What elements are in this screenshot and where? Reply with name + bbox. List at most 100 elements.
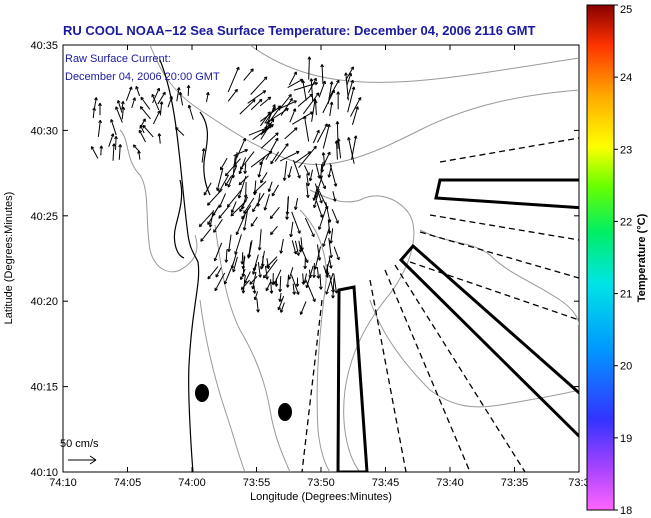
current-vector-arrow: [213, 242, 223, 262]
current-vector-arrow: [227, 88, 238, 102]
current-vector-arrow: [304, 217, 315, 238]
current-vector-arrow: [252, 264, 258, 275]
current-vector-arrow: [277, 295, 285, 311]
current-vector-arrow: [320, 64, 325, 85]
coastline: [199, 111, 211, 196]
current-vector-arrow: [280, 97, 293, 116]
current-vector-arrow: [274, 278, 279, 287]
colorbar-ticks: 25 24 23 22 21 20 19 18: [614, 4, 632, 517]
bathymetry-contour: [199, 299, 246, 472]
current-vector-arrow: [110, 119, 117, 136]
current-vector-arrow: [325, 202, 332, 223]
current-vector-arrow: [317, 207, 327, 230]
coastline: [159, 59, 200, 472]
current-vector-arrow: [257, 229, 262, 251]
colorbar-tick-label: 21: [620, 289, 632, 301]
current-vector-arrow: [115, 106, 123, 123]
current-vector-arrow: [303, 165, 310, 176]
bathymetry-contour: [299, 209, 331, 472]
current-vector-arrow: [305, 279, 316, 302]
current-vector-arrow: [332, 191, 337, 202]
current-vector-arrow: [176, 87, 181, 102]
current-vector-arrow: [215, 168, 224, 191]
current-vector-arrow: [152, 87, 161, 104]
current-vector-arrow: [90, 146, 99, 159]
current-vector-arrow: [269, 206, 280, 220]
x-tick-label: 73:3: [568, 477, 589, 489]
current-vector-arrow: [322, 123, 331, 149]
current-vector-arrow: [260, 118, 275, 140]
current-vector-arrow: [231, 154, 236, 179]
current-vector-arrow: [139, 106, 151, 120]
colorbar-tick-label: 23: [620, 144, 632, 156]
current-vector-arrow: [316, 267, 321, 279]
scale-label: 50 cm/s: [60, 438, 99, 450]
current-vector-arrow: [325, 272, 334, 295]
current-vector-arrow: [335, 121, 340, 149]
current-vector-arrow: [260, 172, 268, 184]
coastline: [173, 179, 185, 259]
x-tick-label: 73:50: [307, 477, 335, 489]
current-vector-arrow: [201, 148, 206, 163]
coverage-sector: [398, 243, 579, 439]
current-vector-arrow: [279, 302, 285, 313]
current-vector-arrow: [333, 246, 340, 261]
current-vector-arrow: [244, 271, 251, 284]
current-vector-arrow: [294, 240, 300, 256]
current-vector-arrow: [260, 132, 279, 149]
current-vector-arrow: [289, 108, 297, 123]
current-vector-arrow: [292, 283, 296, 295]
bathymetry-contour: [149, 45, 579, 165]
current-vector-arrow: [306, 182, 310, 198]
current-vector-arrow: [237, 175, 247, 199]
current-vector-arrow: [301, 80, 307, 101]
radar-site-marker: [278, 403, 292, 421]
current-vector-arrow: [271, 273, 275, 286]
current-vector-arrow: [308, 269, 313, 279]
colorbar-label: Temperature (°C): [636, 213, 648, 302]
current-vector-arrow: [264, 265, 269, 280]
current-vector-arrow: [333, 273, 339, 294]
current-vector-arrow: [236, 137, 247, 159]
current-vector-arrow: [252, 180, 257, 196]
current-vector-arrow: [224, 158, 241, 177]
bathymetry-contour: [249, 45, 579, 83]
current-vector-arrow: [329, 163, 338, 187]
current-vector-arrow: [328, 256, 333, 269]
current-vector-arrow: [331, 209, 339, 224]
current-vector-arrow: [224, 249, 229, 263]
current-vector-arrow: [151, 93, 160, 111]
x-tick-label: 73:40: [436, 477, 464, 489]
current-vector-arrow: [351, 106, 359, 125]
current-vector-arrow: [313, 100, 318, 116]
current-vector-arrow: [108, 133, 115, 147]
current-vector-arrow: [260, 111, 271, 127]
current-vector-arrow: [309, 78, 314, 102]
current-vector-arrow: [120, 100, 125, 110]
current-vector-arrow: [265, 137, 279, 161]
current-vector-arrow: [227, 234, 232, 253]
current-vector-arrow: [214, 272, 226, 292]
current-vector-arrow: [328, 79, 340, 99]
current-vector-arrow: [241, 194, 247, 210]
current-vector-arrow: [269, 279, 274, 294]
current-vector-arrow: [140, 96, 151, 110]
coverage-sector: [336, 285, 369, 472]
coverage-boundary: [394, 264, 526, 472]
map-title: RU COOL NOAA−12 Sea Surface Temperature:…: [63, 23, 535, 38]
bathymetry-contour: [119, 129, 198, 273]
current-vector-arrow: [243, 163, 248, 174]
current-vector-arrow: [241, 255, 246, 277]
current-vector-arrow: [135, 85, 141, 97]
current-vector-arrow: [238, 157, 247, 175]
current-vector-arrow: [322, 227, 330, 247]
current-vector-arrow: [327, 81, 334, 104]
current-vector-arrow: [318, 273, 323, 290]
current-vector-arrow: [308, 169, 314, 182]
colorbar-tick-label: 19: [620, 433, 632, 445]
current-vector-arrow: [303, 257, 308, 269]
current-vector-arrow: [241, 205, 252, 220]
current-vector-arrow: [250, 216, 258, 227]
current-vector-arrow: [274, 143, 289, 162]
current-vector-arrow: [271, 184, 279, 197]
